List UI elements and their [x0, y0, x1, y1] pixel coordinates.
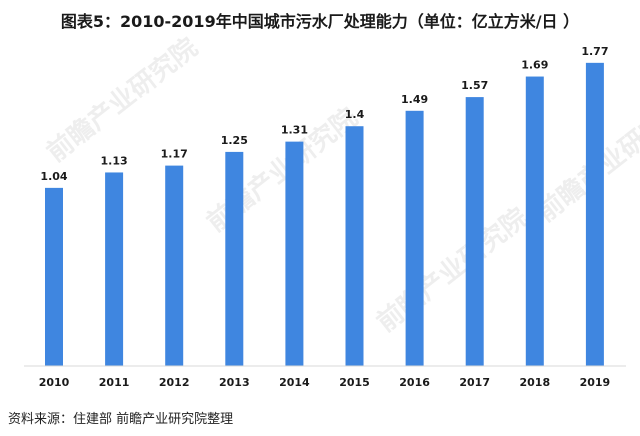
- x-tick-label-2016: 2016: [399, 376, 430, 389]
- data-label-2011: 1.13: [101, 154, 128, 167]
- data-label-2019: 1.77: [581, 45, 608, 58]
- x-tick-label-2019: 2019: [580, 376, 611, 389]
- bar-2016: [405, 110, 424, 366]
- data-label-2012: 1.17: [161, 148, 188, 161]
- bar-chart: 1.04 2010 1.13 2011 1.17 2012 1.25 2013 1.31 2014…: [24, 45, 626, 389]
- x-tick-label-2010: 2010: [39, 376, 70, 389]
- x-tick-label-2013: 2013: [219, 376, 250, 389]
- bar-2013: [225, 151, 244, 366]
- chart-title: 图表5：2010-2019年中国城市污水厂处理能力（单位：亿立方米/日 ）: [60, 12, 580, 31]
- data-label-2010: 1.04: [40, 170, 67, 183]
- bars-group: 1.04 2010 1.13 2011 1.17 2012 1.25 2013 1.31 2014…: [39, 45, 611, 389]
- source-note: 资料来源：住建部 前瞻产业研究院整理: [8, 412, 234, 427]
- bar-2012: [165, 165, 184, 366]
- bar-2018: [525, 76, 544, 367]
- data-label-2013: 1.25: [221, 134, 248, 147]
- data-label-2018: 1.69: [521, 59, 548, 72]
- bar-2019: [585, 62, 604, 367]
- x-tick-label-2017: 2017: [459, 376, 490, 389]
- data-label-2014: 1.31: [281, 124, 308, 137]
- data-label-2016: 1.49: [401, 93, 428, 106]
- bar-2010: [45, 187, 63, 366]
- data-label-2017: 1.57: [461, 79, 488, 92]
- x-tick-label-2014: 2014: [279, 376, 310, 389]
- x-tick-label-2018: 2018: [519, 376, 550, 389]
- data-label-2015: 1.4: [345, 108, 365, 121]
- bar-2015: [345, 126, 364, 366]
- bar-2011: [105, 172, 124, 366]
- x-tick-label-2011: 2011: [99, 376, 130, 389]
- x-tick-label-2012: 2012: [159, 376, 190, 389]
- bar-2017: [465, 97, 484, 367]
- bar-2014: [285, 141, 304, 366]
- x-tick-label-2015: 2015: [339, 376, 370, 389]
